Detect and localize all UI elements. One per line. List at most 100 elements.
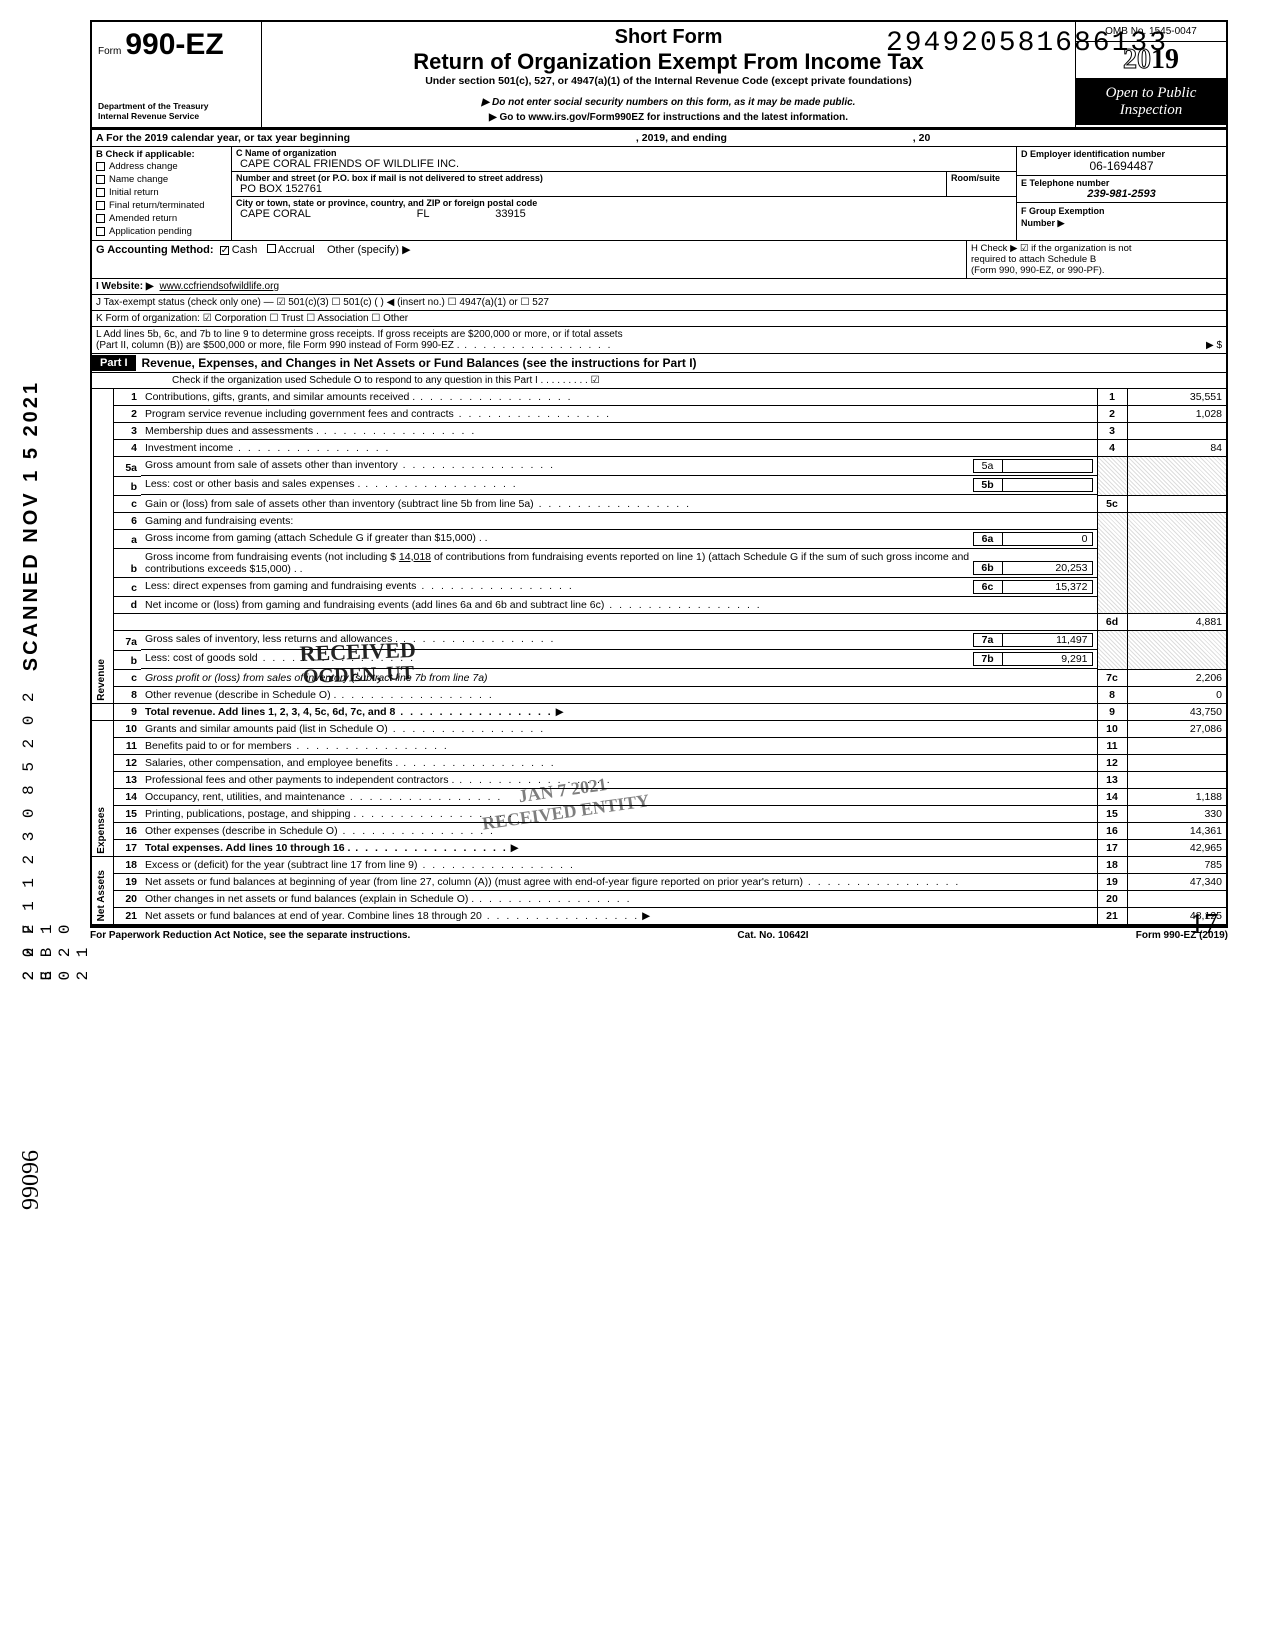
section-expenses: Expenses (96, 807, 107, 854)
e-label: E Telephone number (1021, 178, 1222, 188)
cb-pending[interactable]: Application pending (96, 225, 227, 238)
ival-6a: 0 (1003, 532, 1093, 546)
cb-name-change[interactable]: Name change (96, 173, 227, 186)
title-note: ▶ Do not enter social security numbers o… (270, 97, 1067, 108)
line-l-2: (Part II, column (B)) are $500,000 or mo… (96, 340, 612, 351)
line-7a: Gross sales of inventory, less returns a… (145, 633, 973, 647)
g-other: Other (specify) ▶ (327, 244, 411, 256)
form-num: 990-EZ (125, 28, 223, 62)
val-7c: 2,206 (1127, 669, 1227, 686)
ival-6c: 15,372 (1003, 580, 1093, 594)
cb-cash[interactable] (220, 246, 229, 255)
val-8: 0 (1127, 686, 1227, 703)
cb-final-return[interactable]: Final return/terminated (96, 199, 227, 212)
line-4: Investment income (141, 440, 1097, 457)
line-h: H Check ▶ ☑ if the organization is not r… (966, 241, 1226, 278)
val-11 (1127, 737, 1227, 754)
city-label: City or town, state or province, country… (236, 198, 1012, 208)
room-suite-label: Room/suite (946, 172, 1016, 196)
cb-label-4: Amended return (109, 213, 177, 224)
box-1: 1 (1097, 389, 1127, 406)
val-18: 785 (1127, 856, 1227, 873)
footer: For Paperwork Reduction Act Notice, see … (90, 926, 1228, 941)
cb-initial-return[interactable]: Initial return (96, 186, 227, 199)
line-g: G Accounting Method: Cash Accrual Other … (92, 241, 966, 278)
box-18: 18 (1097, 856, 1127, 873)
box-15: 15 (1097, 805, 1127, 822)
box-14: 14 (1097, 788, 1127, 805)
ibox-5a: 5a (973, 459, 1003, 473)
val-10: 27,086 (1127, 720, 1227, 737)
cb-accrual[interactable] (267, 244, 276, 253)
val-5c (1127, 495, 1227, 512)
received-line-2: OGDEN, UT (300, 662, 417, 688)
val-16: 14,361 (1127, 822, 1227, 839)
line-6b: Gross income from fundraising events (no… (145, 551, 973, 575)
line-20: Other changes in net assets or fund bala… (141, 890, 1097, 907)
line-18: Excess or (deficit) for the year (subtra… (141, 856, 1097, 873)
side-code-2: 2 2 F E B 1 0 2 0 2 1 (20, 900, 92, 981)
box-12: 12 (1097, 754, 1127, 771)
line-7c: Gross profit or (loss) from sales of inv… (141, 669, 1097, 686)
line-6a: Gross income from gaming (attach Schedul… (145, 532, 973, 546)
line-3: Membership dues and assessments . (141, 423, 1097, 440)
h-1: H Check ▶ ☑ if the organization is not (971, 243, 1222, 254)
part-1-label: Part I (92, 355, 136, 371)
line-11: Benefits paid to or for members (141, 737, 1097, 754)
cb-label-0: Address change (109, 161, 178, 172)
val-19: 47,340 (1127, 873, 1227, 890)
box-2: 2 (1097, 406, 1127, 423)
line-9: Total revenue. Add lines 1, 2, 3, 4, 5c,… (145, 706, 553, 718)
cb-amended[interactable]: Amended return (96, 212, 227, 225)
line-5c: Gain or (loss) from sale of assets other… (141, 495, 1097, 512)
d-label: D Employer identification number (1021, 149, 1222, 159)
h-3: (Form 990, 990-EZ, or 990-PF). (971, 265, 1222, 276)
h-2: required to attach Schedule B (971, 254, 1222, 265)
box-20: 20 (1097, 890, 1127, 907)
arrow-21: ▶ (642, 910, 650, 922)
scanned-stamp: SCANNED NOV 1 5 2021 (20, 380, 43, 671)
line-16: Other expenses (describe in Schedule O) (141, 822, 1097, 839)
val-20 (1127, 890, 1227, 907)
part-1-title: Revenue, Expenses, and Changes in Net As… (136, 354, 703, 372)
cb-address-change[interactable]: Address change (96, 160, 227, 173)
line-6b-amt: 14,018 (399, 551, 431, 563)
line-5a: Gross amount from sale of assets other t… (145, 459, 973, 473)
val-4: 84 (1127, 440, 1227, 457)
footer-left: For Paperwork Reduction Act Notice, see … (90, 930, 410, 941)
dept-2: Internal Revenue Service (98, 112, 255, 121)
form-number: Form 990-EZ (98, 28, 255, 62)
line-6d: Net income or (loss) from gaming and fun… (141, 597, 1097, 614)
line-7b: Less: cost of goods sold (145, 652, 973, 666)
line-l-1: L Add lines 5b, 6c, and 7b to line 9 to … (96, 329, 1222, 340)
ibox-5b: 5b (973, 478, 1003, 492)
g-label: G Accounting Method: (96, 244, 214, 256)
val-15: 330 (1127, 805, 1227, 822)
part-1-check: Check if the organization used Schedule … (172, 375, 600, 386)
state-val: FL (417, 208, 429, 220)
line-19: Net assets or fund balances at beginning… (141, 873, 1097, 890)
box-6d: 6d (1097, 614, 1127, 631)
val-3 (1127, 423, 1227, 440)
c-label: C Name of organization (236, 148, 1012, 158)
arrow-9: ▶ (556, 706, 564, 718)
section-b-head: B Check if applicable: (96, 149, 227, 160)
ibox-7b: 7b (973, 652, 1003, 666)
val-17: 42,965 (1127, 839, 1227, 856)
title-link: ▶ Go to www.irs.gov/Form990EZ for instru… (270, 112, 1067, 123)
addr-label: Number and street (or P.O. box if mail i… (236, 173, 942, 183)
open-2: Inspection (1078, 102, 1224, 119)
website: www.ccfriendsofwildlife.org (160, 281, 280, 292)
form-word: Form (98, 46, 121, 57)
cb-label-5: Application pending (109, 226, 192, 237)
box-21: 21 (1097, 907, 1127, 925)
box-4: 4 (1097, 440, 1127, 457)
line-j: J Tax-exempt status (check only one) — ☑… (90, 295, 1228, 311)
ival-6b: 20,253 (1003, 561, 1093, 575)
lines-table: Revenue 1Contributions, gifts, grants, a… (90, 389, 1228, 926)
line-17: Total expenses. Add lines 10 through 16 … (145, 842, 508, 854)
zip-val: 33915 (495, 208, 526, 220)
val-12 (1127, 754, 1227, 771)
ibox-6a: 6a (973, 532, 1003, 546)
open-1: Open to Public (1078, 85, 1224, 102)
